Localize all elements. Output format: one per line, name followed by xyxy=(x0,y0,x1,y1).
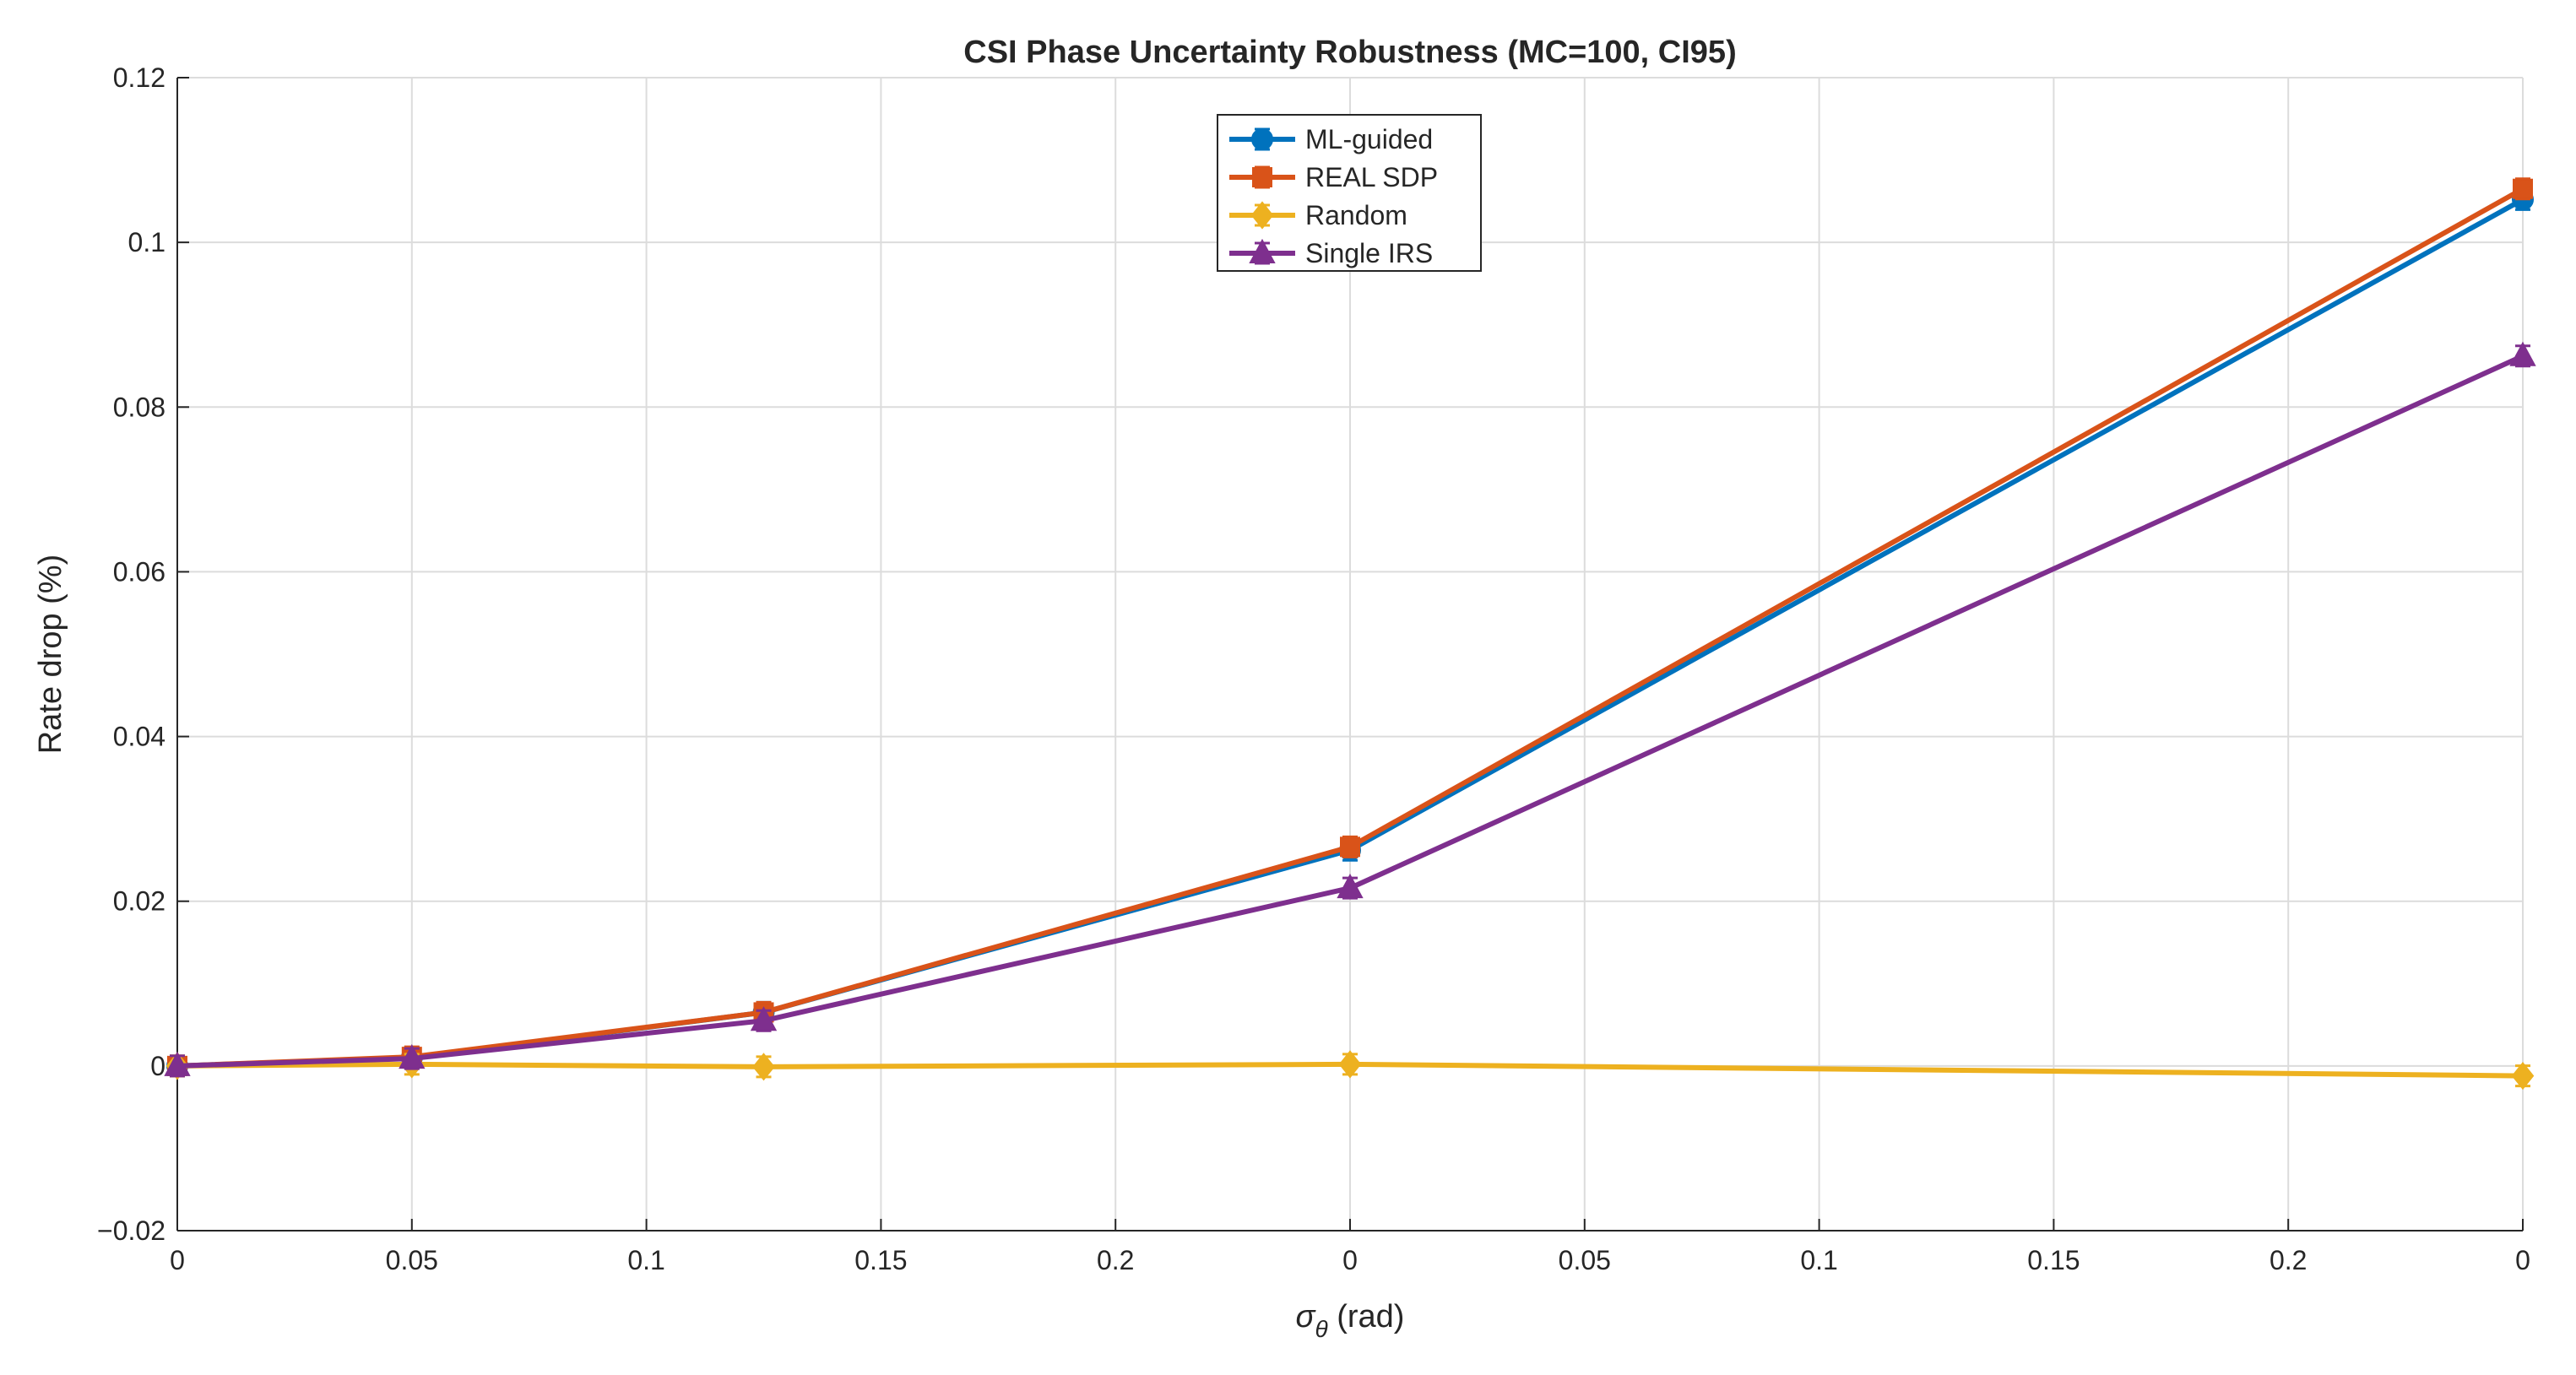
y-tick-label: −0.02 xyxy=(97,1215,165,1246)
legend-entry-random: Random xyxy=(1229,200,1407,230)
x-tick-label: 0.15 xyxy=(854,1245,907,1275)
legend-entry-single-irs: Single IRS xyxy=(1229,238,1433,268)
y-axis-label: Rate drop (%) xyxy=(33,555,68,755)
x-tick-label: 0 xyxy=(170,1245,185,1275)
y-tick-label: 0.06 xyxy=(113,556,165,587)
x-axis-label: σθ (rad) xyxy=(1296,1299,1405,1342)
legend-entry-real-sdp: REAL SDP xyxy=(1229,162,1438,192)
x-tick-label: 0.2 xyxy=(2270,1245,2307,1275)
x-tick-label: 0 xyxy=(2515,1245,2530,1275)
x-tick-label: 0 xyxy=(1342,1245,1358,1275)
series-random xyxy=(165,1050,2535,1091)
x-tick-label: 0.1 xyxy=(1800,1245,1837,1275)
y-tick-label: 0.02 xyxy=(113,886,165,917)
y-tick-label: 0.1 xyxy=(128,227,165,257)
y-tick-label: 0.08 xyxy=(113,392,165,422)
legend-entry-ml-guided: ML-guided xyxy=(1229,124,1433,154)
x-tick-label: 0.2 xyxy=(1097,1245,1134,1275)
data-point-single-irs xyxy=(750,1006,778,1031)
legend-marker-single-irs xyxy=(1249,238,1276,263)
legend-marker-real-sdp xyxy=(1252,167,1272,187)
y-tick-label: 0.12 xyxy=(113,62,165,93)
legend-label-ml-guided: ML-guided xyxy=(1305,124,1433,154)
series-group xyxy=(164,177,2536,1091)
x-axis-label-unit: (rad) xyxy=(1328,1299,1405,1334)
data-point-random xyxy=(752,1053,775,1081)
data-point-single-irs xyxy=(1337,873,1364,899)
x-tick-label: 0.05 xyxy=(386,1245,438,1275)
data-point-single-irs xyxy=(2509,341,2536,366)
x-tick-label: 0.05 xyxy=(1559,1245,1611,1275)
data-point-single-irs xyxy=(164,1051,191,1076)
chart-title: CSI Phase Uncertainty Robustness (MC=100… xyxy=(963,35,1736,70)
data-point-real-sdp xyxy=(1340,836,1360,858)
legend-label-single-irs: Single IRS xyxy=(1305,238,1433,268)
y-tick-label: 0 xyxy=(150,1051,165,1081)
x-tick-label: 0.15 xyxy=(2027,1245,2080,1275)
x-tick-label: 0.1 xyxy=(627,1245,664,1275)
legend: ML-guided REAL SDP Random Single IRS xyxy=(1217,114,1482,272)
data-point-real-sdp xyxy=(2513,178,2533,199)
legend-label-random: Random xyxy=(1305,200,1407,230)
data-point-single-irs xyxy=(399,1043,426,1069)
data-point-random xyxy=(2511,1061,2535,1091)
data-point-random xyxy=(1338,1050,1362,1079)
series-single-irs xyxy=(164,341,2536,1078)
x-axis-label-subscript: θ xyxy=(1315,1316,1327,1342)
legend-label-real-sdp: REAL SDP xyxy=(1305,162,1438,192)
x-axis-label-symbol: σ xyxy=(1296,1299,1317,1334)
axes: 0 0.05 0.1 0.15 0.2 0 0.05 0.1 0.15 0.2 0−0.0200.0… xyxy=(97,62,2530,1275)
legend-marker-ml-guided xyxy=(1251,128,1273,150)
y-tick-label: 0.04 xyxy=(113,722,165,752)
legend-marker-random xyxy=(1250,201,1274,230)
